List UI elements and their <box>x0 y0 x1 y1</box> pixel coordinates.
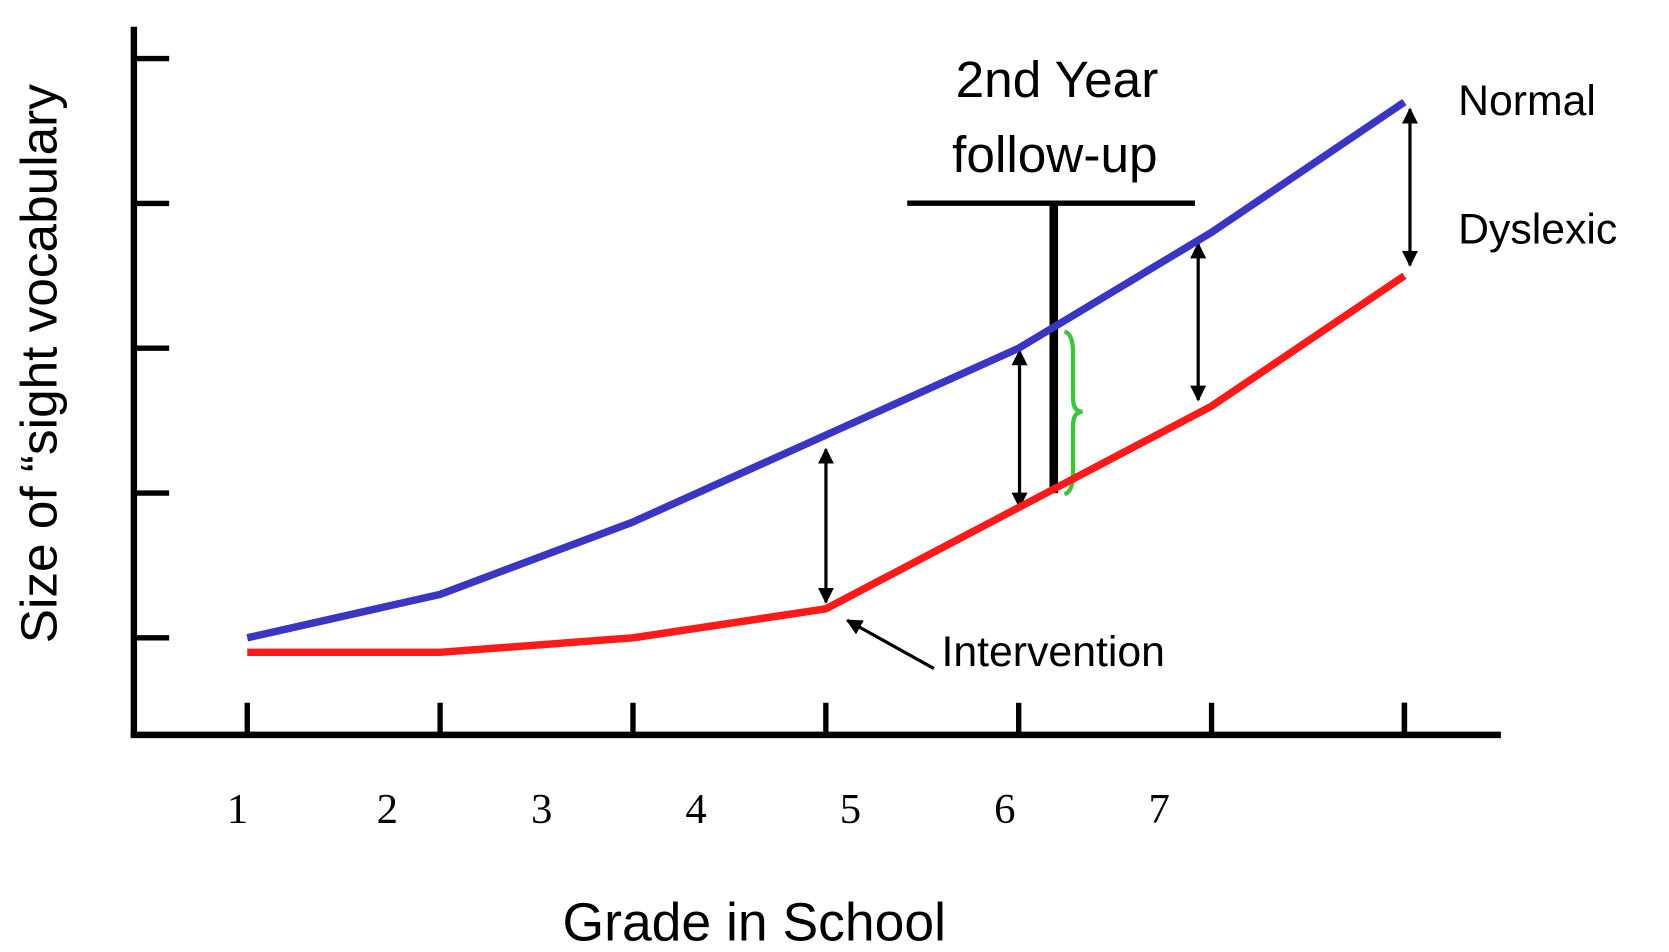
annotation: Intervention <box>941 628 1164 676</box>
x-tick-label: 3 <box>531 786 552 833</box>
x-tick-label: 6 <box>994 786 1015 833</box>
annotation: follow-up <box>952 126 1157 183</box>
x-tick-label: 4 <box>685 786 706 833</box>
gap-arrows <box>817 107 1419 670</box>
y-axis-label: Size of “sight vocabulary <box>11 84 68 644</box>
legend-label: Dyslexic <box>1458 205 1617 253</box>
intervention-arrow <box>845 619 935 670</box>
series-line <box>246 98 1407 642</box>
x-tick-label: 7 <box>1148 786 1169 833</box>
annotation: 2nd Year <box>956 51 1159 108</box>
legend-label: Normal <box>1458 77 1596 125</box>
x-axis-label: Grade in School <box>563 893 946 952</box>
x-tick-label: 1 <box>227 786 248 833</box>
series-line <box>247 272 1407 657</box>
x-tick-label: 5 <box>840 786 861 833</box>
x-tick-label: 2 <box>377 786 398 833</box>
axes <box>130 26 1501 739</box>
brace <box>1063 329 1083 497</box>
